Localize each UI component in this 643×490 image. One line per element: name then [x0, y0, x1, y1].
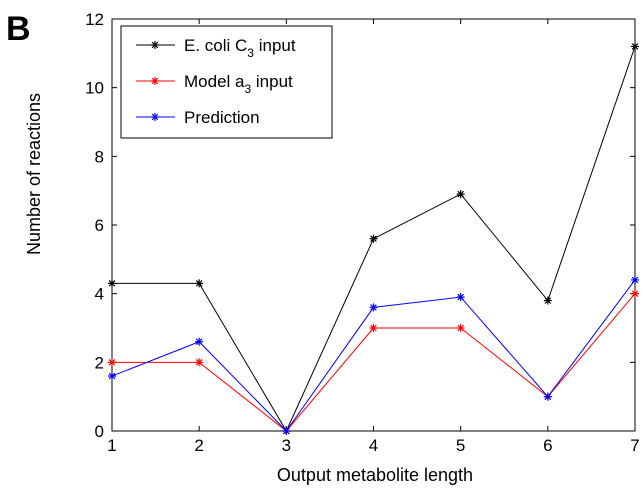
legend-label-2: Model a3 input — [184, 72, 293, 96]
y-tick-label: 6 — [95, 216, 104, 235]
y-tick-label: 4 — [95, 285, 104, 304]
y-tick-label: 10 — [85, 79, 104, 98]
data-point-series-2 — [456, 324, 465, 332]
y-tick-label: 8 — [95, 147, 104, 166]
data-point-series-3 — [108, 372, 116, 381]
x-tick-label: 5 — [456, 436, 465, 455]
data-point-series-1 — [456, 190, 465, 199]
y-tick-label: 0 — [95, 422, 104, 441]
data-point-series-3 — [282, 427, 291, 435]
data-point-series-3 — [456, 293, 465, 302]
data-point-series-1 — [369, 234, 378, 243]
series-line-3 — [111, 279, 636, 432]
x-tick-label: 2 — [194, 436, 203, 455]
x-axis-title: Output metabolite length — [277, 465, 473, 485]
legend-marker-2 — [151, 77, 159, 85]
x-tick-label: 3 — [282, 436, 291, 455]
series-line-2 — [112, 293, 636, 432]
data-point-series-3 — [631, 275, 639, 284]
data-point-series-2 — [631, 289, 639, 298]
x-tick-label: 1 — [107, 436, 116, 455]
legend-marker-1 — [151, 41, 159, 49]
y-axis-title: Number of reactions — [24, 93, 44, 255]
data-point-series-2 — [369, 324, 378, 332]
data-point-series-1 — [195, 279, 204, 288]
panel-label: B — [6, 10, 31, 48]
y-tick-label: 12 — [85, 10, 104, 29]
x-tick-label: 6 — [543, 436, 552, 455]
data-point-series-3 — [543, 392, 552, 401]
x-tick-label: 7 — [630, 436, 639, 455]
x-tick-label: 4 — [369, 436, 378, 455]
y-tick-label: 2 — [95, 353, 104, 372]
legend-marker-3 — [151, 113, 159, 121]
legend: E. coli C3 input Model a3 input Prediction — [120, 25, 333, 139]
data-point-series-2 — [195, 358, 204, 367]
data-point-series-1 — [543, 296, 552, 305]
data-point-series-3 — [369, 303, 378, 312]
legend-label-1: E. coli C3 input — [184, 36, 296, 60]
data-point-series-1 — [108, 279, 116, 288]
data-point-series-2 — [108, 358, 116, 367]
legend-label-3: Prediction — [184, 108, 260, 127]
data-point-series-1 — [631, 42, 639, 51]
data-point-series-3 — [195, 337, 204, 346]
